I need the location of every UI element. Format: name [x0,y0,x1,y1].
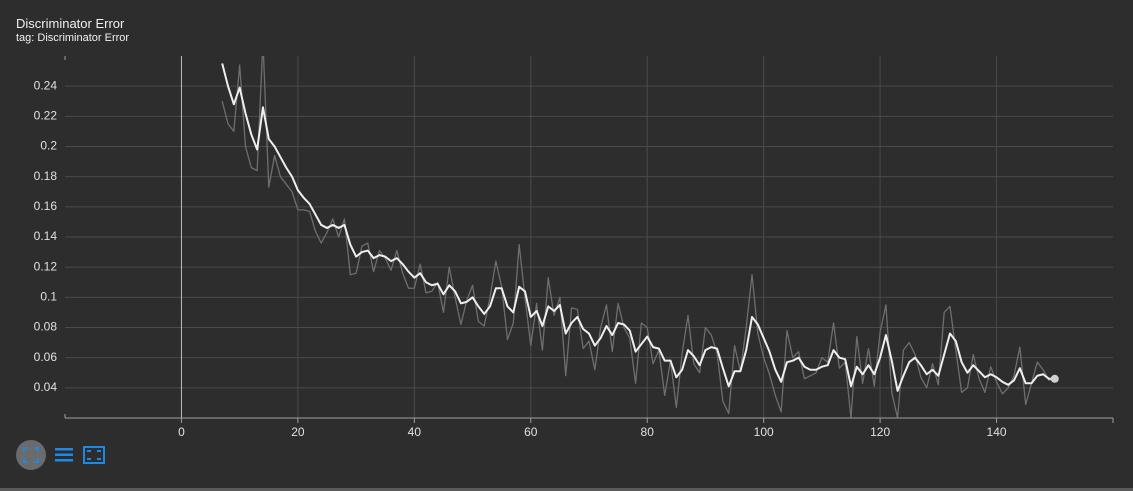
bottom-border [0,488,1133,491]
y-tick-label: 0.16 [34,199,58,213]
y-tick-label: 0.06 [34,350,58,364]
header: Discriminator Error tag: Discriminator E… [16,16,129,45]
toolbar [16,440,106,470]
x-tick-label: 60 [524,425,538,439]
raw-line [221,56,1055,418]
x-tick-label: 20 [291,425,305,439]
chart-title: Discriminator Error [16,16,125,31]
x-tick-label: 100 [754,425,774,439]
chart: 0.04 0.06 0.08 0.1 0.12 0.14 0.16 0.18 0.2 0.22 0.… [34,56,1114,439]
fit-button[interactable] [82,440,106,470]
fit-icon [83,446,105,464]
chart-subtitle: tag: Discriminator Error [16,32,130,44]
expand-button[interactable] [16,440,46,470]
x-tick-label: 120 [870,425,890,439]
y-tick-label: 0.04 [34,380,58,394]
y-tick-label: 0.18 [34,169,58,183]
end-point [1050,374,1059,383]
y-tick-label: 0.08 [34,320,58,334]
y-tick-label: 0.14 [34,229,58,243]
x-tick-label: 140 [987,425,1007,439]
y-tick-label: 0.12 [34,259,58,273]
data-button[interactable] [52,440,76,470]
axes: 0.04 0.06 0.08 0.1 0.12 0.14 0.16 0.18 0.2 0.22 0.… [34,56,1114,439]
smoothed-line [221,63,1055,392]
grid [65,56,1113,418]
expand-icon [23,447,39,463]
y-tick-label: 0.22 [34,109,58,123]
x-tick-label: 40 [408,425,422,439]
y-tick-label: 0.2 [40,139,57,153]
x-tick-label: 0 [178,425,185,439]
x-tick-label: 80 [641,425,655,439]
plot-area [221,56,1055,418]
y-tick-label: 0.1 [40,290,57,304]
y-tick-label: 0.24 [34,78,58,92]
list-icon [55,448,73,462]
